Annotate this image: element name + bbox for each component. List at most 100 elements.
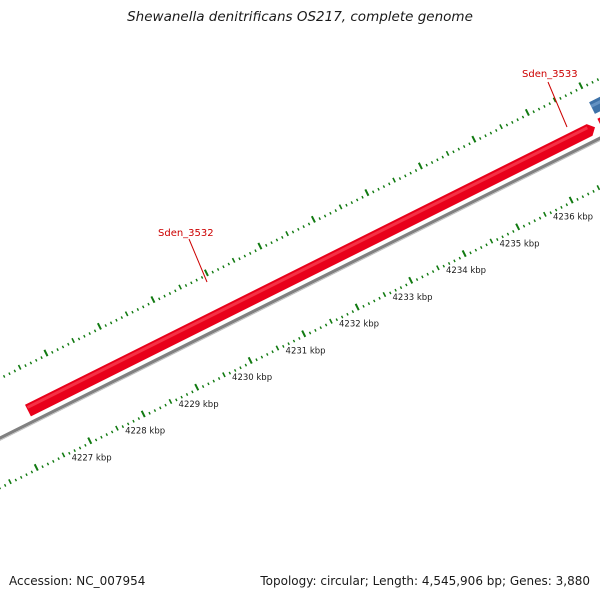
outer-ring-tick (222, 265, 225, 269)
outer-ring-tick (40, 356, 43, 360)
outer-ring-tick (104, 324, 107, 328)
inner-ring-tick (489, 238, 494, 244)
outer-ring-tick (436, 158, 439, 162)
inner-ring-tick (8, 479, 12, 485)
inner-ring-tick (239, 366, 242, 370)
accession-label: Accession: NC_007954 (9, 574, 146, 588)
outer-ring-tick (414, 169, 418, 173)
inner-ring-tick (565, 203, 569, 207)
inner-ring-tick (33, 463, 39, 471)
outer-ring-tick (457, 147, 461, 151)
outer-ring-tick (190, 281, 193, 285)
inner-ring-tick (506, 232, 510, 236)
inner-ring-tick (538, 216, 542, 220)
inner-ring-tick (592, 189, 595, 193)
inner-ring-tick (233, 368, 237, 372)
inner-ring-tick (201, 385, 205, 388)
gene-arrow-sden-3532[interactable] (25, 124, 595, 417)
inner-ring-tick (68, 451, 71, 455)
outer-ring-tick (329, 211, 332, 215)
outer-ring-tick (270, 241, 273, 245)
inner-ring-tick (405, 283, 408, 287)
inner-ring-tick (148, 411, 151, 415)
gene-label-sden-3533[interactable]: Sden_3533 (522, 69, 578, 80)
kbp-tick-label: 4233 kbp (393, 293, 433, 303)
outer-ring-tick (404, 174, 407, 178)
inner-ring-tick (329, 318, 333, 324)
gene-arrow-highlight (26, 126, 589, 409)
inner-ring-tick (586, 192, 590, 196)
outer-ring-tick (83, 334, 86, 338)
outer-ring-tick (318, 217, 321, 221)
gene-label-sden-3532[interactable]: Sden_3532 (158, 228, 214, 239)
gene-layer (25, 81, 600, 417)
inner-ring-tick (549, 211, 552, 215)
outer-ring-tick (310, 215, 316, 223)
outer-ring-tick (452, 150, 455, 154)
inner-ring-tick (217, 376, 221, 380)
outer-ring-tick (17, 364, 22, 370)
inner-ring-tick (485, 243, 488, 247)
inner-ring-tick (447, 262, 451, 266)
outer-ring-tick (13, 369, 17, 373)
backbone-layer (0, 136, 600, 441)
kbp-tick-label: 4235 kbp (500, 239, 540, 249)
inner-ring-tick (367, 302, 371, 306)
outer-ring-tick (174, 289, 177, 293)
outer-ring-tick (425, 163, 428, 167)
outer-ring-tick (281, 235, 284, 239)
inner-ring-tick (180, 395, 183, 399)
inner-ring-tick (132, 419, 135, 423)
outer-ring-tick (516, 118, 519, 122)
outer-ring-tick (532, 110, 535, 114)
outer-ring-tick (468, 142, 471, 146)
inner-ring-tick (301, 330, 307, 338)
inner-ring-tick (282, 344, 285, 348)
kbp-tick-label: 4231 kbp (286, 346, 326, 356)
inner-ring-tick (458, 256, 462, 260)
outer-ring-tick (124, 311, 129, 317)
inner-ring-tick (244, 363, 248, 367)
outer-ring-tick (364, 189, 370, 197)
inner-ring-tick (453, 259, 456, 263)
outer-ring-tick (338, 204, 343, 210)
outer-ring-tick (524, 108, 530, 116)
kbp-tick-label: 4229 kbp (179, 400, 219, 410)
inner-ring-tick (431, 270, 435, 274)
outer-ring-tick (131, 310, 134, 314)
outer-ring-tick (345, 203, 348, 207)
gene-arrow-sden-3533[interactable] (597, 81, 600, 130)
inner-ring-tick (19, 475, 23, 479)
inner-ring-tick (512, 229, 515, 233)
outer-ring-tick (575, 88, 578, 92)
kbp-tick-label: 4236 kbp (553, 213, 593, 223)
outer-ring-tick (372, 190, 375, 194)
inner-ring-tick (110, 430, 114, 434)
inner-ring-tick (25, 473, 28, 477)
outer-ring-tick (93, 329, 97, 333)
outer-ring-tick (184, 283, 188, 287)
inner-ring-tick (308, 331, 312, 335)
outer-ring-tick (285, 231, 289, 237)
inner-ring-tick (408, 276, 414, 284)
inner-ring-tick (314, 328, 317, 332)
outer-ring-tick (43, 349, 49, 357)
inner-ring-tick (351, 310, 355, 314)
outer-ring-tick (334, 209, 337, 213)
outer-ring-tick (257, 242, 263, 250)
inner-ring-tick (140, 410, 146, 418)
outer-ring-tick (511, 120, 514, 124)
outer-ring-tick (136, 308, 140, 311)
outer-ring-tick (200, 275, 204, 279)
inner-ring-tick (94, 438, 98, 442)
outer-ring-tick (382, 185, 386, 189)
inner-tick-ring (0, 185, 600, 490)
outer-ring-tick (484, 134, 487, 138)
inner-ring-tick (480, 246, 483, 249)
outer-ring-tick (307, 222, 311, 226)
inner-ring-tick (522, 224, 526, 228)
outer-ring-tick (71, 337, 75, 344)
outer-ring-tick (569, 91, 573, 95)
inner-ring-tick (121, 425, 125, 429)
